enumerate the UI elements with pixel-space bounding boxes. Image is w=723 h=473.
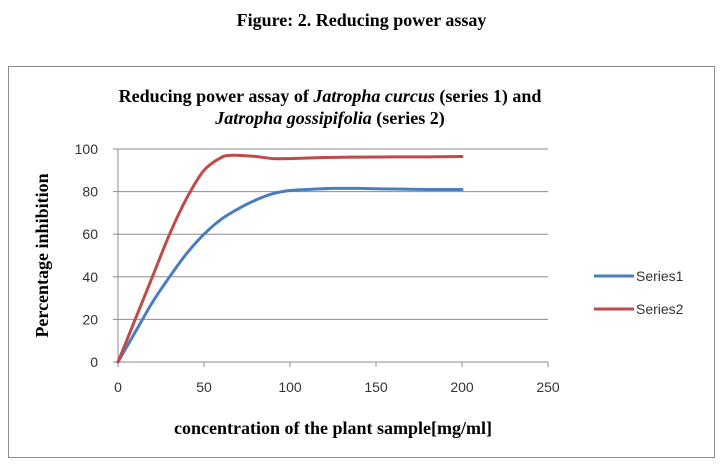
y-tick-label: 100 [75,141,99,157]
y-tick-label: 80 [82,184,98,200]
chart-title-part: (series 2) [372,108,445,129]
chart-title-part: Jatropha gossipifolia [214,108,372,128]
chart-title-part: Reducing power assay of [119,86,314,106]
x-tick-label: 100 [278,379,302,395]
chart-frame [8,66,715,458]
y-tick-label: 0 [90,354,98,370]
y-axis-title: Percentage inhibition [32,173,52,337]
y-tick-label: 60 [82,226,98,242]
x-tick-label: 150 [364,379,388,395]
legend-label: Series2 [636,301,684,317]
y-tick-label: 20 [82,311,98,327]
x-tick-label: 0 [114,379,122,395]
x-tick-label: 50 [196,379,212,395]
y-tick-label: 40 [82,269,98,285]
x-tick-label: 250 [536,379,560,395]
chart-title-line: Jatropha gossipifolia (series 2) [214,108,445,129]
chart-title-part: Jatropha curcus [312,86,435,106]
legend-label: Series1 [636,268,684,284]
chart-title-part: (series 1) and [435,86,542,107]
figure-caption: Figure: 2. Reducing power assay [236,10,487,30]
x-tick-label: 200 [450,379,474,395]
series-line-1 [116,186,464,364]
series-line-2 [116,153,464,364]
chart-title-line: Reducing power assay of Jatropha curcus … [119,86,542,107]
x-axis-title: concentration of the plant sample[mg/ml] [174,418,492,438]
